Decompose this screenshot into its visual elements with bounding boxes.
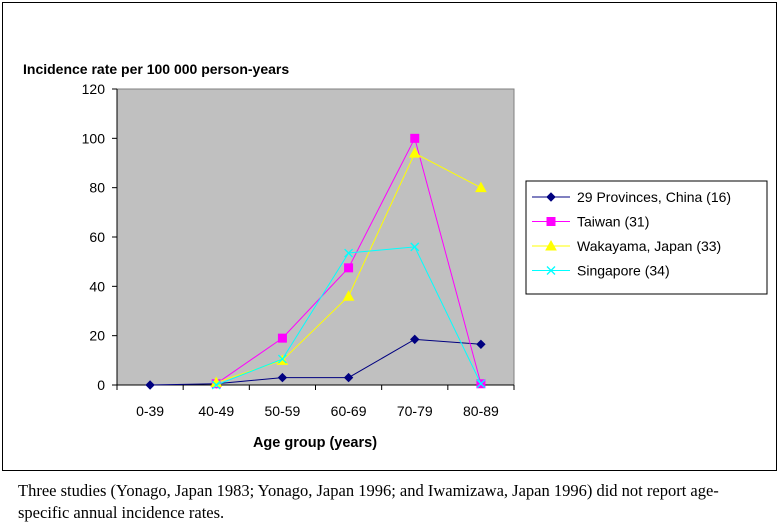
data-point [408, 147, 421, 158]
series-layer [145, 133, 487, 390]
series-line [150, 338, 481, 386]
data-point [277, 372, 288, 383]
x-tick-label: 50-59 [265, 403, 301, 419]
data-point [343, 372, 354, 383]
data-point [476, 339, 486, 350]
series-4 [211, 242, 486, 390]
data-point [145, 380, 155, 390]
y-tick-label: 60 [89, 229, 105, 245]
axes: 0 20 40 60 80 100 120 0-39 40-49 50-59 60-69 70-79 8… [82, 81, 515, 419]
legend: 29 Provinces, China (16) Taiwan (31) Wakay… [525, 180, 768, 295]
legend-item: Singapore (34) [532, 263, 670, 279]
data-point-stroke [476, 379, 486, 389]
y-tick-label: 40 [89, 278, 105, 294]
legend-marker [546, 192, 556, 202]
x-tick-label: 40-49 [198, 403, 234, 419]
y-tick-label: 100 [82, 130, 106, 146]
legend-marker-stroke [546, 266, 556, 275]
data-point [342, 290, 355, 301]
data-point-stroke [211, 380, 221, 390]
y-tick-label: 120 [82, 81, 106, 97]
y-axis-label: Incidence rate per 100 000 person-years [23, 61, 289, 77]
chart-frame: Incidence rate per 100 000 person-years … [2, 2, 777, 471]
legend-marker [545, 239, 557, 251]
x-tick-label: 70-79 [397, 403, 433, 419]
legend-item: Taiwan (31) [532, 214, 649, 230]
legend-label: Taiwan (31) [577, 214, 649, 230]
data-point [277, 354, 287, 364]
legend-box [525, 180, 768, 295]
y-tick-label: 0 [97, 377, 105, 393]
data-point [476, 379, 486, 389]
legend-marker [546, 266, 556, 275]
legend-label: 29 Provinces, China (16) [577, 189, 731, 205]
data-point-stroke [410, 242, 420, 252]
legend-marker [546, 217, 556, 226]
legend-item: 29 Provinces, China (16) [532, 189, 731, 205]
data-point [410, 334, 420, 345]
data-point [344, 248, 354, 258]
legend-label: Singapore (34) [577, 263, 670, 279]
plot-area [116, 88, 515, 386]
data-point-stroke [277, 354, 287, 364]
line-chart: Incidence rate per 100 000 person-years … [23, 61, 768, 451]
x-tick-label: 60-69 [331, 403, 367, 419]
y-tick-label: 80 [89, 180, 105, 196]
legend-item: Wakayama, Japan (33) [532, 238, 721, 254]
data-point-stroke [344, 248, 354, 258]
data-point [475, 181, 487, 193]
data-point [344, 263, 354, 273]
x-axis-label: Age group (years) [253, 435, 377, 451]
figure-note: Three studies (Yonago, Japan 1983; Yonag… [18, 481, 719, 522]
data-point [410, 242, 420, 252]
data-point [410, 133, 420, 143]
x-tick-label: 80-89 [463, 403, 499, 419]
y-tick-label: 20 [89, 328, 105, 344]
x-tick-label: 0-39 [136, 403, 164, 419]
data-point [277, 333, 287, 343]
legend-label: Wakayama, Japan (33) [577, 238, 721, 254]
data-point [211, 380, 221, 390]
